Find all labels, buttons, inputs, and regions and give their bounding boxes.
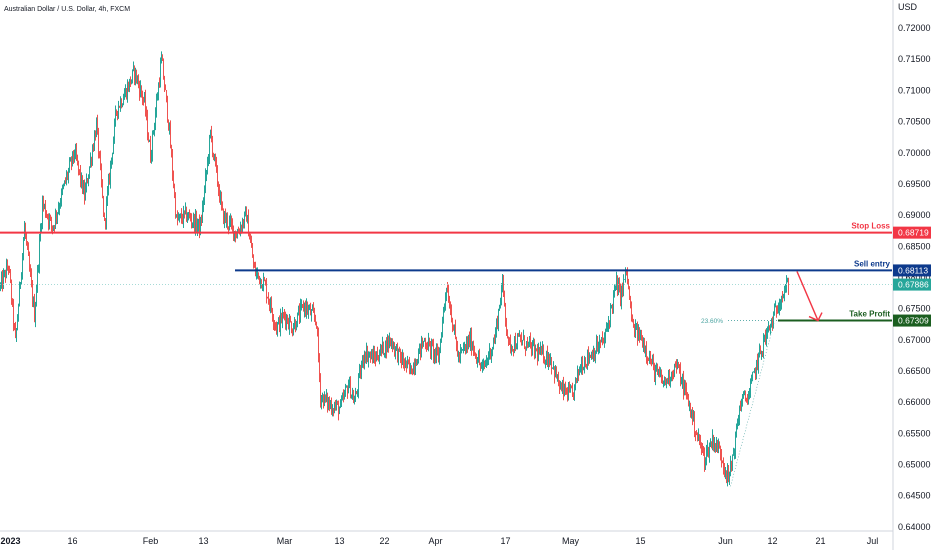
time-tick-label: Mar bbox=[277, 536, 293, 546]
projection-arrow-shaft bbox=[796, 271, 819, 321]
price-tick-label: 0.68500 bbox=[898, 241, 931, 251]
price-tick-label: 0.66500 bbox=[898, 366, 931, 376]
price-tick-label: 0.72000 bbox=[898, 23, 931, 33]
time-tick-label: Jun bbox=[718, 536, 733, 546]
time-tick-label: Feb bbox=[143, 536, 159, 546]
chart-title: Australian Dollar / U.S. Dollar, 4h, FXC… bbox=[4, 6, 130, 13]
time-tick-label: 22 bbox=[379, 536, 389, 546]
currency-label: USD bbox=[898, 2, 918, 12]
stop-loss-label: Stop Loss bbox=[851, 222, 890, 231]
stop-loss-price-tag-text: 0.68719 bbox=[898, 228, 929, 238]
price-tick-label: 0.64500 bbox=[898, 491, 931, 501]
stop-loss-price-tag bbox=[893, 226, 931, 239]
sell-entry-price-tag-text: 0.68113 bbox=[898, 265, 928, 275]
price-tick-label: 0.70000 bbox=[898, 148, 931, 158]
take-profit-price-tag bbox=[893, 314, 931, 327]
trade-levels-layer: 23.60% Stop Loss Sell entry Take Profit bbox=[0, 222, 892, 487]
price-tick-label: 0.71500 bbox=[898, 54, 931, 64]
time-tick-label: 21 bbox=[815, 536, 825, 546]
time-tick-label: 12 bbox=[767, 536, 777, 546]
time-tick-label: May bbox=[562, 536, 580, 546]
time-tick-label: 16 bbox=[67, 536, 77, 546]
price-tick-label: 0.69500 bbox=[898, 179, 931, 189]
candles-layer bbox=[0, 51, 789, 487]
price-tick-label: 0.65000 bbox=[898, 460, 931, 470]
time-tick-label: 17 bbox=[500, 536, 510, 546]
price-tick-label: 0.70500 bbox=[898, 117, 931, 127]
time-tick-label: Apr bbox=[428, 536, 442, 546]
price-tick-label: 0.71000 bbox=[898, 85, 931, 95]
take-profit-price-tag-text: 0.67309 bbox=[898, 316, 929, 326]
price-tick-label: 0.68000 bbox=[898, 272, 931, 282]
last-price-tag-text: 0.67886 bbox=[898, 280, 929, 290]
take-profit-label: Take Profit bbox=[849, 310, 890, 319]
price-tick-label: 0.65500 bbox=[898, 428, 931, 438]
time-tick-label: 15 bbox=[635, 536, 645, 546]
price-axis[interactable]: 0.72000 0.71500 0.71000 0.70500 0.70000 0.695… bbox=[892, 0, 931, 550]
projection-arrow-head bbox=[808, 312, 823, 322]
price-tick-label: 0.69000 bbox=[898, 210, 931, 220]
last-price-tag bbox=[893, 278, 931, 291]
price-tick-label: 0.67000 bbox=[898, 335, 931, 345]
sell-entry-label: Sell entry bbox=[854, 259, 891, 268]
price-tick-label: 0.67500 bbox=[898, 304, 931, 314]
time-axis[interactable]: 2023 16 Feb 13 Mar 13 22 Apr 17 May 15 Jun 12 21 Jul bbox=[0, 530, 893, 546]
time-tick-label: Jul bbox=[867, 536, 879, 546]
sell-entry-price-tag bbox=[893, 264, 931, 277]
time-tick-label: 13 bbox=[334, 536, 344, 546]
time-tick-label: 13 bbox=[198, 536, 208, 546]
time-tick-label: 2023 bbox=[1, 536, 21, 546]
price-tick-label: 0.66000 bbox=[898, 397, 931, 407]
fib-level-label: 23.60% bbox=[701, 318, 723, 325]
price-tick-label: 0.64000 bbox=[898, 522, 931, 532]
